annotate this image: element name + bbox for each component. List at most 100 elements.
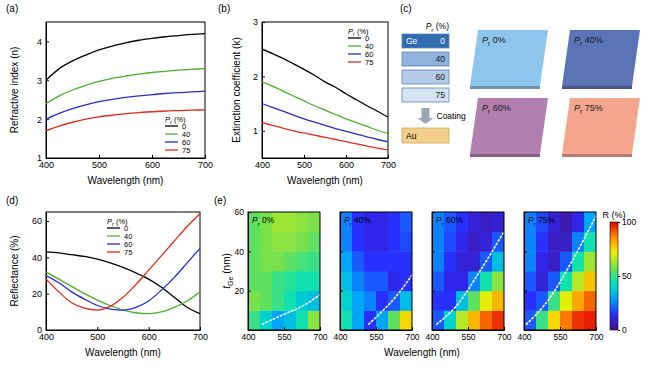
text-part: 60% [444,215,464,225]
tick-label: 1 [37,153,42,163]
tick-label: 700 [405,332,419,342]
panel-label: (a) [6,3,18,14]
minimum-line [437,232,504,324]
text-part: 0% [490,35,506,45]
heat-cell [284,251,297,271]
axis-title: Wavelength (nm) [287,175,363,186]
tick-label: 0 [37,325,42,335]
axis: 400500600700 [255,155,396,170]
heat-cell [536,251,549,271]
heat-cell [296,291,309,311]
panel-title: Pr 0% [252,215,275,227]
layer [402,52,449,66]
heat-cell [468,310,481,330]
heat-cell [572,291,585,311]
heat-cell [572,310,585,330]
tick-mark [432,291,435,292]
heat-cell [388,251,401,271]
heat-cell [480,232,493,252]
tick: 3 [253,17,265,27]
legend-swatch [107,235,120,236]
heat-cell [492,310,504,330]
tick-label: 0 [622,325,627,335]
heat-cell [272,291,285,311]
heat-cell [260,232,273,252]
heat-cell [364,251,377,271]
cells [248,212,320,330]
heat-cell [352,310,365,330]
heat-cell [364,310,377,330]
text-part: 75% [536,215,556,225]
legend-label: 75 [365,58,373,67]
tick-label: 500 [90,332,105,342]
tick: 3 [37,76,49,86]
tick-label: 50 [622,271,632,281]
tick: 550 [369,327,383,342]
heat-cell [524,232,537,252]
tick-mark [618,276,620,277]
axis-line [525,330,597,331]
axis: 400550700 [425,327,511,342]
sample [470,98,548,154]
axis-line [47,330,201,331]
colorbar [610,222,618,330]
heatmap-panel: 400550700204060Pr 0% [235,207,328,342]
tick-mark [46,294,49,295]
tick-label: 3 [253,17,258,27]
axis: 204060 [235,207,251,330]
heat-cell [388,310,401,330]
heat-cell [248,212,261,232]
heat-cell [340,251,353,271]
heat-cell [284,232,297,252]
plot-frame [248,212,320,330]
sample [562,30,640,86]
text-part: (%) [433,21,449,31]
heat-cell [432,251,445,271]
tick: 20 [32,289,49,299]
text-part: 40% [352,215,372,225]
heat-cell [548,251,561,271]
sample-label: Pr 0% [482,35,506,47]
heat-cell [260,271,273,291]
tick-mark [149,327,150,330]
tick: 0 [618,325,627,335]
heat-cell [308,232,320,252]
panel-label: (e) [214,195,226,206]
sample-edge [470,86,540,89]
heat-cell [548,310,561,330]
tick-mark [200,327,201,330]
heat-cell [584,291,596,311]
axis-line [432,213,433,331]
arrow-label: Coating [437,111,467,121]
heat-cell [284,271,297,291]
tick-label: 4 [37,37,42,47]
heat-cell [524,291,537,311]
tick-mark [46,257,49,258]
cells [524,212,596,330]
tick-label: 600 [339,160,354,170]
tick: 600 [339,155,354,170]
tick-label: 700 [381,160,396,170]
tick: 700 [405,327,419,342]
tick-label: 550 [461,332,475,342]
heat-cell [272,232,285,252]
heat-cell [548,271,561,291]
heat-cell [560,310,573,330]
heat-cell [400,251,412,271]
axis: 400550700 [333,327,419,342]
heatmap-panel: 400550700Pr 75% [517,212,603,342]
panel-label: (d) [6,195,18,206]
text-part: 60% [490,103,511,113]
tick-mark [262,76,265,77]
tick [524,291,527,292]
tick [524,212,527,213]
tick: 2 [37,115,49,125]
minimum-line [369,275,412,324]
plot-frame [46,22,205,158]
lines [46,34,205,131]
legend-swatch [107,243,120,244]
series-line [46,34,205,81]
panel-label: (c) [400,3,412,14]
heat-cell [296,212,309,232]
series-line [46,252,200,314]
